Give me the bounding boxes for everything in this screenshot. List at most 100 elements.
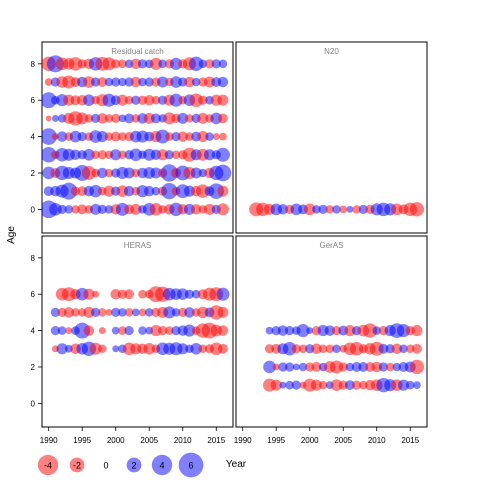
bubble [124, 325, 134, 336]
bubble [169, 93, 183, 107]
x-tick-label: 2015 [207, 436, 225, 445]
bubble [51, 133, 59, 141]
bubble [138, 77, 147, 87]
y-tick-label: 0 [31, 399, 36, 408]
bubble [68, 57, 83, 71]
bubble [171, 150, 181, 160]
bubble [218, 59, 228, 69]
bubble [97, 77, 108, 87]
bubble [89, 184, 102, 198]
bubble [191, 289, 201, 299]
bubble [117, 289, 128, 299]
bubble [97, 150, 107, 160]
bubble [277, 325, 289, 336]
bubble [198, 59, 208, 69]
bubble [277, 204, 289, 215]
bubble [205, 132, 214, 141]
bubble [50, 325, 61, 336]
bubble [218, 113, 228, 124]
bubble [214, 164, 232, 182]
bubble [110, 288, 121, 300]
bubble [385, 362, 395, 372]
legend-label: 4 [159, 461, 164, 471]
bubble [57, 204, 67, 214]
bubble [278, 362, 288, 372]
bubble [409, 359, 425, 375]
panel-frame [235, 235, 428, 428]
bubble [157, 76, 169, 88]
bubble [311, 362, 322, 372]
legend-bubble [151, 454, 173, 476]
bubble [123, 185, 135, 197]
panel-title: Residual catch [111, 47, 163, 56]
bubble [217, 185, 229, 197]
bubble [217, 306, 229, 318]
bubble [90, 307, 101, 318]
bubble [118, 59, 127, 69]
bubble [83, 288, 95, 300]
bubble [362, 323, 378, 338]
y-tick-label: 4 [31, 133, 36, 142]
bubble [358, 204, 368, 214]
bubble [412, 343, 422, 354]
panel-title: GerAS [319, 241, 343, 250]
bubble [305, 362, 315, 372]
bubble [96, 131, 108, 143]
bubble [97, 167, 108, 179]
bubble [118, 77, 127, 87]
y-tick-label: 6 [31, 290, 36, 299]
bubble [112, 345, 120, 353]
bubble [176, 288, 189, 301]
bubble [405, 380, 415, 390]
bubble [111, 77, 121, 87]
bubble [177, 343, 189, 355]
bubble [158, 325, 168, 336]
bubble [339, 205, 348, 214]
bubble [338, 380, 348, 390]
bubble [84, 114, 94, 123]
bubble [352, 205, 361, 214]
bubble [218, 343, 228, 354]
bubble [77, 204, 88, 215]
y-tick-label: 2 [31, 169, 36, 178]
bubble [124, 308, 134, 317]
bubble [217, 94, 229, 106]
bubble [91, 150, 100, 160]
bubble [155, 129, 170, 144]
bubble [103, 185, 115, 197]
bubble [138, 326, 147, 335]
bubble [409, 202, 425, 217]
bubble [219, 132, 227, 141]
bubble [217, 76, 229, 88]
bubbles [262, 323, 425, 393]
bubble [212, 133, 220, 141]
bubble [129, 148, 143, 162]
bubble [138, 289, 147, 299]
bubble [344, 380, 355, 391]
bubble [60, 182, 78, 200]
legend-label: -2 [73, 461, 81, 471]
bubble [116, 94, 128, 106]
bubble [81, 166, 96, 180]
bubble [150, 167, 162, 179]
bubble [298, 362, 308, 372]
bubble [197, 112, 209, 124]
bubble [110, 149, 122, 161]
bubble [161, 183, 178, 200]
bubble [411, 325, 423, 337]
bubble [392, 362, 402, 372]
bubble [325, 205, 335, 214]
bubble [111, 307, 121, 318]
panel-frame [41, 235, 234, 428]
bubble [265, 326, 274, 335]
bubble [124, 95, 134, 105]
bubble [130, 203, 142, 215]
bubble [69, 130, 82, 143]
panel-3: GerAS 1990 1995 2000 2005 2010 2015 [234, 235, 428, 445]
x-tick-label: 2010 [174, 436, 192, 445]
bubble [150, 113, 161, 124]
bubble [90, 203, 102, 215]
bubble [83, 94, 95, 107]
y-tick-label: 0 [31, 205, 36, 214]
